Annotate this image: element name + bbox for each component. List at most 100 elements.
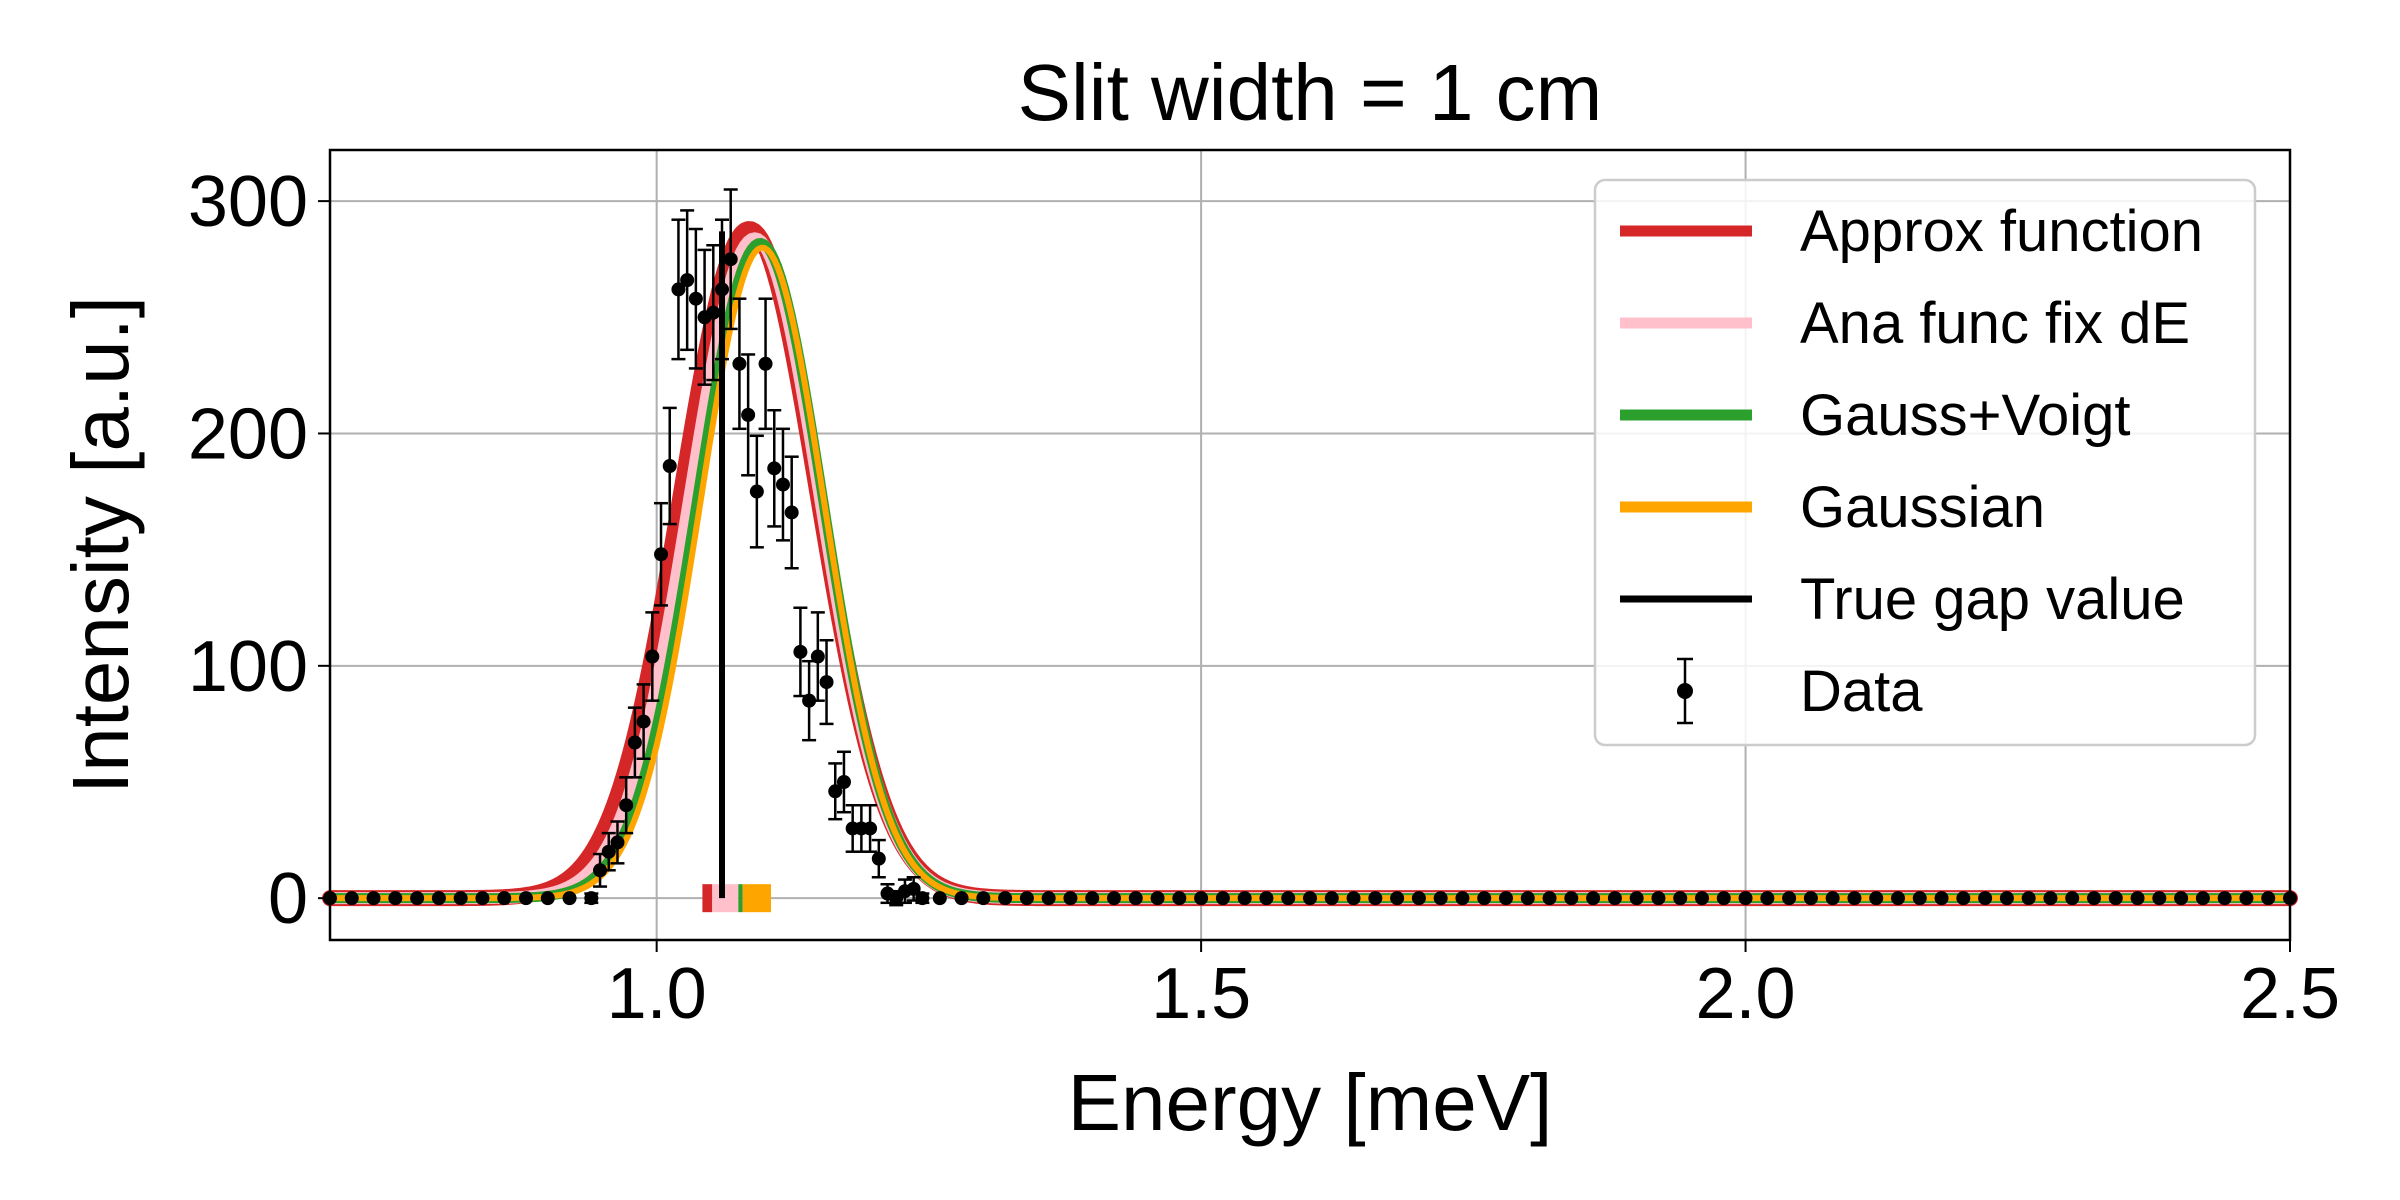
data-marker <box>723 252 738 267</box>
data-marker <box>954 891 969 906</box>
data-point <box>2217 891 2232 906</box>
data-marker <box>715 282 729 297</box>
data-marker <box>645 649 660 664</box>
data-marker <box>2087 891 2101 906</box>
data-marker <box>828 784 843 799</box>
data-marker <box>1411 891 1426 906</box>
plot-area: 1.0 1.5 2.0 2.5 0 100 200 300 <box>188 148 2340 1034</box>
data-point <box>976 891 991 906</box>
data-marker <box>1259 891 1274 906</box>
data-marker <box>1194 891 1209 906</box>
data-point <box>715 218 729 361</box>
data-marker <box>593 863 608 878</box>
data-marker <box>1324 891 1339 906</box>
data-point <box>1607 891 1622 906</box>
data-marker <box>2152 891 2167 906</box>
data-point <box>758 297 773 431</box>
data-marker <box>366 891 381 906</box>
data-marker <box>749 484 764 499</box>
legend: Approx function Ana func fix dE Gauss+Voig… <box>1593 178 2257 747</box>
data-marker <box>1499 891 1513 906</box>
legend-marker <box>1677 683 1693 699</box>
legend-label: Gauss+Voigt <box>1800 383 2131 448</box>
data-point <box>2108 891 2123 906</box>
data-marker <box>1891 891 1905 906</box>
data-marker <box>1281 891 1296 906</box>
data-marker <box>1564 891 1579 906</box>
data-point <box>1673 891 1688 906</box>
data-point <box>1019 891 1034 906</box>
data-marker <box>1085 891 1100 906</box>
data-marker <box>2065 891 2080 906</box>
data-point <box>645 611 660 702</box>
chart-title: Slit width = 1 cm <box>1018 48 1603 137</box>
axes-frame <box>328 148 2292 942</box>
data-point <box>1085 891 1100 906</box>
data-point <box>1716 891 1731 906</box>
data-point <box>662 406 677 526</box>
data-point <box>810 611 825 702</box>
data-point <box>784 455 799 570</box>
data-point <box>1194 891 1209 906</box>
legend-label: True gap value <box>1800 567 2185 632</box>
data-point <box>1629 891 1644 906</box>
data-point <box>2065 891 2080 906</box>
gap-marker-gaussian <box>742 884 771 913</box>
data-point <box>1107 891 1121 906</box>
x-tick-label: 1.0 <box>607 954 707 1034</box>
y-axis-label: Intensity [a.u.] <box>56 296 145 794</box>
data-point <box>601 831 616 872</box>
data-marker <box>1607 891 1622 906</box>
data-marker <box>497 891 512 906</box>
data-marker <box>562 891 577 906</box>
data-marker <box>871 851 886 866</box>
data-point <box>1869 891 1884 906</box>
data-marker <box>706 305 721 320</box>
data-marker <box>2174 891 2189 906</box>
data-marker <box>1673 891 1688 906</box>
data-point <box>688 227 703 370</box>
data-point <box>344 891 359 906</box>
data-point <box>871 838 886 879</box>
data-marker <box>1912 891 1927 906</box>
data-marker <box>998 891 1013 906</box>
data-marker <box>863 821 878 836</box>
data-marker <box>1520 891 1535 906</box>
data-marker <box>732 356 747 371</box>
data-point <box>1978 891 1993 906</box>
x-tick-label: 2.5 <box>2240 954 2340 1034</box>
data-point <box>410 891 425 906</box>
data-point <box>540 891 555 906</box>
data-marker <box>1303 891 1317 906</box>
data-point <box>706 244 721 382</box>
data-marker <box>1825 891 1840 906</box>
data-point <box>1303 891 1317 906</box>
data-point <box>593 852 608 888</box>
data-marker <box>636 714 651 729</box>
x-axis-ticks: 1.0 1.5 2.0 2.5 <box>607 940 2340 1034</box>
data-point <box>2261 891 2276 906</box>
data-point <box>1825 891 1840 906</box>
data-point <box>1411 891 1426 906</box>
data-marker <box>1803 891 1818 906</box>
data-marker <box>1368 891 1383 906</box>
data-marker <box>1237 891 1252 906</box>
gap-marker-ana-func-fix-de <box>712 884 739 913</box>
legend-items: Approx function Ana func fix dE Gauss+Voig… <box>1620 199 2203 725</box>
data-marker <box>1956 891 1971 906</box>
data-marker <box>1934 891 1949 906</box>
data-marker <box>1107 891 1121 906</box>
data-marker <box>793 644 808 659</box>
data-point <box>863 803 878 853</box>
data-marker <box>802 693 817 708</box>
data-point <box>2130 891 2145 906</box>
data-point <box>636 683 651 761</box>
data-marker <box>819 675 834 690</box>
data-point <box>2239 891 2254 906</box>
data-marker <box>976 891 991 906</box>
y-tick-label: 100 <box>188 627 308 707</box>
data-point <box>741 353 756 477</box>
data-marker <box>1869 891 1884 906</box>
data-point <box>1390 891 1405 906</box>
data-marker <box>2021 891 2036 906</box>
